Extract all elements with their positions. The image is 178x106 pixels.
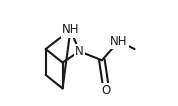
Text: NH: NH (62, 23, 79, 36)
Text: N: N (75, 45, 84, 58)
Text: O: O (102, 84, 111, 97)
Text: NH: NH (110, 35, 128, 48)
